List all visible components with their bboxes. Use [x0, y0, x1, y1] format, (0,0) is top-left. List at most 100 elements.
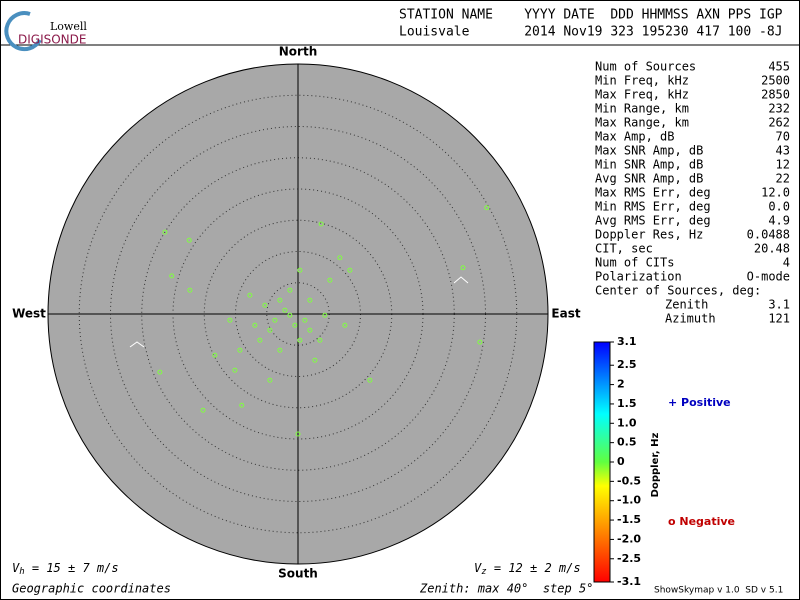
- stat-label: Max RMS Err, deg: [595, 186, 711, 200]
- source: [317, 337, 323, 343]
- stat-label: Doppler Res, Hz: [595, 228, 703, 242]
- logo-bottom: DIGISONDE: [18, 33, 86, 47]
- source: [272, 317, 278, 323]
- vz-v: V: [474, 561, 482, 575]
- stat-label: Max Range, km: [595, 116, 689, 130]
- source: [200, 407, 206, 413]
- source: [282, 307, 288, 313]
- source: [169, 273, 175, 279]
- vh-v: V: [12, 561, 20, 575]
- stat-value: 12: [776, 158, 790, 172]
- colorbar: [593, 341, 611, 583]
- source: [267, 377, 273, 383]
- stat-label: Avg RMS Err, deg: [595, 214, 711, 228]
- stat-label: Max Freq, kHz: [595, 88, 689, 102]
- colorbar-tick-label: 1.5: [617, 397, 637, 410]
- stat-value: 70: [776, 130, 790, 144]
- source: [187, 287, 193, 293]
- east-label: East: [551, 307, 580, 321]
- colorbar-tick-label: -3.1: [617, 575, 641, 588]
- stat-label: Avg SNR Amp, dB: [595, 172, 703, 186]
- vh: Vh = 15 ± 7 m/s: [12, 561, 119, 577]
- source: [367, 377, 373, 383]
- center-value: 121: [768, 312, 790, 326]
- stat-label: Max SNR Amp, dB: [595, 144, 703, 158]
- source: [239, 402, 245, 408]
- center-label: Azimuth: [665, 312, 716, 326]
- header-columns: STATION NAME YYYY DATE DDD HHMMSS AXN PP…: [399, 8, 783, 23]
- source: [307, 297, 313, 303]
- stat-value: 262: [768, 116, 790, 130]
- stat-value: O-mode: [747, 270, 790, 284]
- stat-label: CIT, sec: [595, 242, 653, 256]
- source: [477, 339, 483, 345]
- colorbar-tick-label: 2: [617, 378, 625, 391]
- vh-rest: = 15 ± 7 m/s: [25, 561, 119, 575]
- source: [292, 322, 298, 328]
- source: [277, 347, 283, 353]
- colorbar-tick-label: 0: [617, 455, 625, 468]
- stat-value: 455: [768, 60, 790, 74]
- stat-value: 232: [768, 102, 790, 116]
- source: [212, 352, 218, 358]
- stat-label: Min Freq, kHz: [595, 74, 689, 88]
- stat-value: 4: [783, 256, 790, 270]
- south-label: South: [278, 567, 318, 581]
- vz: Vz = 12 ± 2 m/s: [474, 561, 581, 577]
- logo-arc: [4, 11, 42, 52]
- source: [322, 312, 328, 318]
- colorbar-title: Doppler, Hz: [650, 433, 661, 498]
- stat-value: 12.0: [761, 186, 790, 200]
- source: [267, 327, 273, 333]
- source: [157, 369, 163, 375]
- logo-top: Lowell: [50, 20, 87, 33]
- stat-value: 4.9: [768, 214, 790, 228]
- source: [232, 367, 238, 373]
- north-label: North: [279, 45, 317, 59]
- stat-value: 0.0: [768, 200, 790, 214]
- stat-label: Num of Sources: [595, 60, 696, 74]
- vh-sub: h: [19, 567, 24, 577]
- west-label: West: [12, 307, 46, 321]
- source: [237, 347, 243, 353]
- stat-label: Max Amp, dB: [595, 130, 674, 144]
- colorbar-tick-label: 1.0: [617, 416, 637, 429]
- center-label: Zenith: [665, 298, 708, 312]
- stat-value: 20.48: [754, 242, 790, 256]
- source: [247, 292, 253, 298]
- source: [297, 267, 303, 273]
- source: [227, 317, 233, 323]
- version: ShowSkymap v 1.0 SD v 5.1: [654, 586, 783, 596]
- source: [337, 255, 343, 261]
- source: [287, 287, 293, 293]
- stat-value: 0.0488: [747, 228, 790, 242]
- stat-label: Min Range, km: [595, 102, 689, 116]
- source: [295, 431, 301, 437]
- source: [252, 322, 258, 328]
- source: [347, 267, 353, 273]
- source: [484, 205, 490, 211]
- source: [342, 322, 348, 328]
- stat-value: 43: [776, 144, 790, 158]
- chevron: [129, 341, 145, 348]
- coords: Geographic coordinates: [12, 582, 171, 596]
- legend-positive: + Positive: [668, 396, 731, 409]
- colorbar-tick-label: -1.0: [617, 494, 641, 507]
- zenith-note: Zenith: max 40° step 5°: [419, 582, 593, 596]
- source: [460, 265, 466, 271]
- stat-value: 2850: [761, 88, 790, 102]
- legend-negative: o Negative: [668, 515, 735, 528]
- stat-value: 2500: [761, 74, 790, 88]
- vz-sub: z: [481, 567, 486, 577]
- colorbar-tick-label: 3.1: [617, 335, 637, 348]
- source: [277, 297, 283, 303]
- stat-label: Polarization: [595, 270, 682, 284]
- source: [297, 337, 303, 343]
- source: [312, 357, 318, 363]
- source: [257, 337, 263, 343]
- source: [307, 327, 313, 333]
- stat-label: Min SNR Amp, dB: [595, 158, 703, 172]
- source: [302, 317, 308, 323]
- source: [287, 312, 293, 318]
